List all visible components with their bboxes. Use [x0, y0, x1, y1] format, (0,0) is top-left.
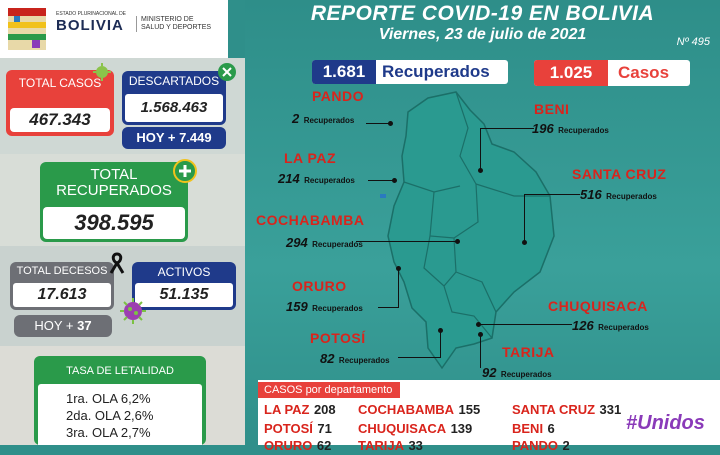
leader-line	[398, 268, 399, 308]
letalidad-item: 3ra. OLA 2,7%	[66, 425, 151, 440]
estado-label: ESTADO PLURINACIONAL DE	[56, 11, 127, 17]
total-casos-value: 467.343	[10, 108, 110, 132]
casos-departamento-title: CASOS por departamento	[258, 382, 400, 398]
map-value-potosi: 82 Recuperados	[320, 351, 390, 366]
casos-label: Casos	[618, 63, 670, 82]
map-value-oruro: 159 Recuperados	[286, 299, 363, 314]
map-value-tarija: 92 Recuperados	[482, 365, 552, 380]
plus-icon	[172, 158, 198, 184]
map-value-la-paz: 214 Recuperados	[278, 171, 355, 186]
casos-row: CHUQUISACA 139	[358, 421, 473, 436]
activos-label: ACTIVOS	[157, 265, 211, 279]
report-date: Viernes, 23 de julio de 2021	[378, 26, 587, 43]
report-number: Nº 495	[676, 36, 710, 48]
recuperados-label: Recuperados	[382, 62, 490, 81]
map-label-la-paz: LA PAZ	[284, 150, 336, 166]
map-marker	[388, 121, 393, 126]
leader-line	[480, 128, 481, 170]
casos-row: BENI 6	[512, 421, 555, 436]
check-x-icon	[217, 62, 237, 82]
hoy-decesos-prefix: HOY +	[34, 318, 74, 333]
leader-line	[480, 334, 481, 368]
leader-line	[368, 180, 394, 181]
map-marker	[396, 266, 401, 271]
total-decesos-card: TOTAL DECESOS 17.613	[10, 262, 114, 310]
leader-line	[440, 330, 441, 358]
map-marker	[392, 178, 397, 183]
map-label-chuquisaca: CHUQUISACA	[548, 298, 648, 314]
hoy-decesos: HOY + 37	[14, 315, 112, 337]
map-label-pando: PANDO	[312, 88, 365, 104]
descartados-card: DESCARTADOS 1.568.463	[122, 71, 226, 125]
casos-pill: 1.025 Casos	[534, 60, 690, 86]
mourning-ribbon-icon	[108, 252, 126, 274]
report-title: REPORTE COVID-19 EN BOLIVIA	[310, 2, 655, 25]
leader-line	[378, 307, 398, 308]
map-value-pando: 2 Recuperados	[292, 111, 355, 126]
bolivia-wordmark: BOLIVIA	[56, 17, 124, 34]
casos-row: SANTA CRUZ 331	[512, 402, 622, 417]
map-value-cochabamba: 294 Recuperados	[286, 235, 363, 250]
total-recuperados-label: TOTAL RECUPERADOS	[56, 166, 172, 199]
map-marker	[438, 328, 443, 333]
map-label-cochabamba: COCHABAMBA	[256, 212, 365, 228]
letalidad-title: TASA DE LETALIDAD	[66, 365, 174, 377]
leader-line	[478, 324, 572, 325]
map-label-beni: BENI	[534, 101, 570, 117]
recuperados-num: 1.681	[312, 60, 376, 84]
casos-row: PANDO 2	[512, 438, 570, 453]
total-decesos-value: 17.613	[13, 283, 111, 307]
activos-value: 51.135	[135, 283, 233, 307]
activos-card: ACTIVOS 51.135	[132, 262, 236, 310]
letalidad-item: 2da. OLA 2,6%	[66, 408, 154, 423]
casos-row: TARIJA 33	[358, 438, 423, 453]
leader-line	[524, 194, 525, 242]
map-value-santa-cruz: 516 Recuperados	[580, 187, 657, 202]
total-casos-label: TOTAL CASOS	[18, 76, 102, 90]
total-casos-card: TOTAL CASOS 467.343	[6, 70, 114, 136]
map-label-santa-cruz: SANTA CRUZ	[572, 166, 667, 182]
map-marker	[478, 332, 483, 337]
total-recuperados-value: 398.595	[43, 207, 185, 239]
map-marker	[455, 239, 460, 244]
casos-row: POTOSÍ 71	[264, 421, 332, 436]
leader-line	[480, 128, 534, 129]
map-marker	[522, 240, 527, 245]
ministerio-label: MINISTERIO DE SALUD Y DEPORTES	[136, 16, 218, 32]
unidos-logo: #Unidos	[626, 412, 705, 434]
map-marker	[476, 322, 481, 327]
bolivia-map	[364, 86, 564, 376]
hoy-descartados: HOY + 7.449	[122, 127, 226, 149]
leader-line	[356, 241, 456, 242]
casos-row: ORURO 62	[264, 438, 332, 453]
letalidad-item: 1ra. OLA 6,2%	[66, 391, 151, 406]
leader-line	[524, 194, 580, 195]
casos-num: 1.025	[534, 60, 608, 86]
total-recuperados-card: TOTAL RECUPERADOS 398.595	[40, 162, 188, 242]
map-label-potosi: POTOSÍ	[310, 330, 366, 346]
letalidad-card: TASA DE LETALIDAD 1ra. OLA 6,2% 2da. OLA…	[34, 356, 206, 445]
virus-icon	[92, 62, 112, 82]
casos-row: LA PAZ 208	[264, 402, 336, 417]
total-decesos-label: TOTAL DECESOS	[16, 265, 108, 277]
letalidad-list: 1ra. OLA 6,2% 2da. OLA 2,6% 3ra. OLA 2,7…	[38, 384, 202, 445]
map-marker	[478, 168, 483, 173]
descartados-label: DESCARTADOS	[128, 74, 220, 88]
map-value-beni: 196 Recuperados	[532, 121, 609, 136]
map-label-tarija: TARIJA	[502, 344, 555, 360]
leader-line	[398, 357, 440, 358]
descartados-value: 1.568.463	[125, 94, 223, 122]
casos-row: COCHABAMBA 155	[358, 402, 481, 417]
bolivia-seal-icon	[6, 6, 48, 52]
hoy-decesos-value: 37	[77, 318, 92, 333]
leader-line	[366, 123, 390, 124]
recuperados-pill: 1.681 Recuperados	[312, 60, 508, 84]
map-label-oruro: ORURO	[292, 278, 347, 294]
virus-icon	[118, 296, 148, 326]
map-value-chuquisaca: 126 Recuperados	[572, 318, 649, 333]
